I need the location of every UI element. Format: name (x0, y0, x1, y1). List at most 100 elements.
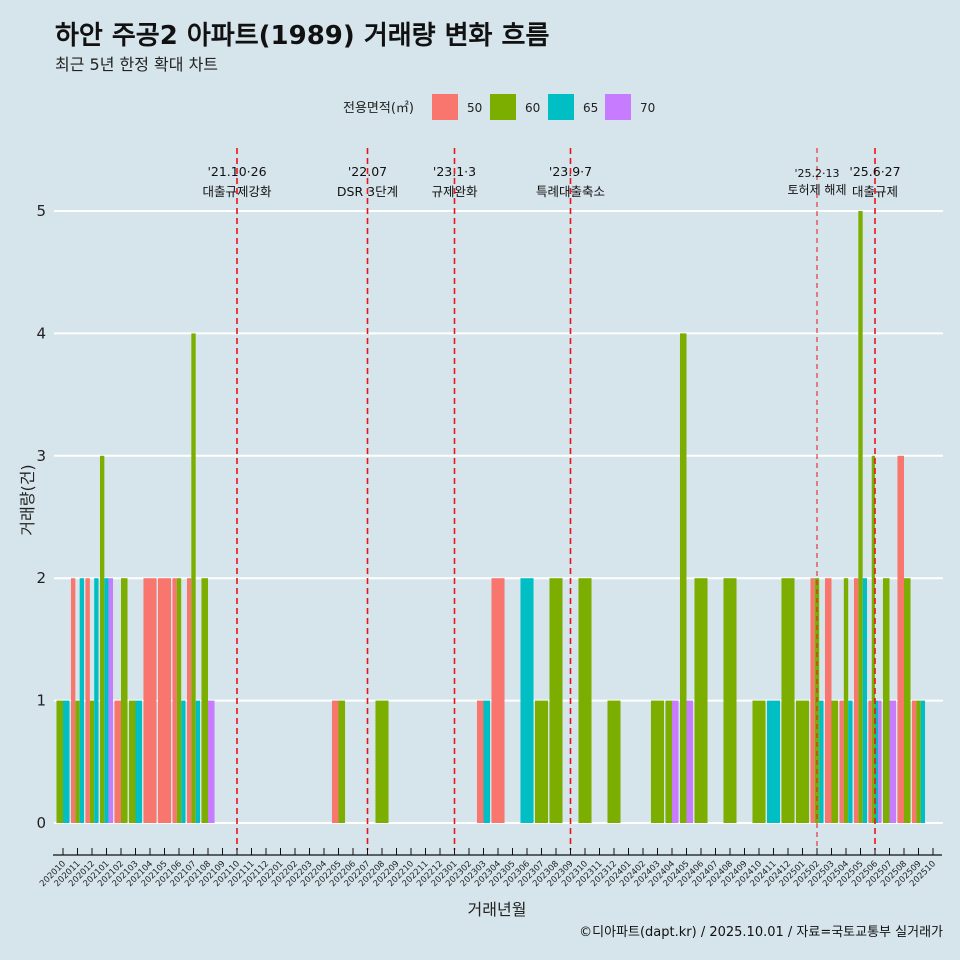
annotation-label: 대출규제 (852, 184, 898, 199)
legend-key-60 (490, 94, 516, 120)
y-tick-label: 4 (36, 324, 46, 342)
legend: 전용면적(㎡) 50 60 65 70 (343, 94, 655, 120)
annotation-label: 토허제 해제 (787, 183, 846, 197)
bar-202504-65 (848, 700, 853, 823)
bar-202303-50 (476, 700, 484, 823)
bar-202405-70 (686, 700, 694, 823)
bar-202205-60 (338, 700, 346, 823)
bar-202011-65 (79, 578, 85, 823)
legend-label-60: 60 (525, 101, 540, 115)
legend-key-70 (605, 94, 631, 120)
caption: ©디아파트(dapt.kr) / 2025.10.01 / 자료=국토교통부 실… (579, 925, 943, 940)
bar-202307-60 (534, 700, 549, 823)
bar-202503-50 (824, 578, 832, 823)
legend-key-65 (548, 94, 574, 120)
bar-202504-50 (839, 700, 844, 823)
bar-202506-60 (871, 455, 875, 823)
bars (56, 211, 926, 823)
bar-202105-50 (157, 578, 172, 823)
bar-202505-65 (862, 578, 868, 823)
annotation-date: '23.1·3 (433, 164, 476, 179)
chart-title: 하안 주공2 아파트(1989) 거래량 변화 흐름 (55, 21, 549, 51)
bar-202404-60 (665, 700, 672, 823)
y-tick-label: 1 (36, 692, 46, 710)
bar-202011-50 (70, 578, 76, 823)
bar-202306-65 (520, 578, 534, 823)
y-tick-label: 3 (36, 447, 46, 465)
bar-202502-65 (819, 700, 824, 823)
bar-202010-65 (63, 700, 70, 823)
bar-202304-50 (491, 578, 505, 823)
legend-label-65: 65 (583, 101, 598, 115)
bar-202011-60 (75, 700, 80, 823)
bar-202411-65 (766, 700, 781, 823)
bar-202106-65 (181, 700, 186, 823)
bar-202012-50 (85, 578, 90, 823)
bar-202107-65 (195, 700, 201, 823)
legend-label-50: 50 (467, 101, 482, 115)
bar-202101-70 (108, 578, 114, 823)
bar-202010-60 (56, 700, 63, 823)
bar-202405-60 (679, 333, 687, 823)
legend-key-50 (432, 94, 458, 120)
bar-202101-60 (99, 455, 105, 823)
bar-202012-60 (89, 700, 95, 823)
annotation-label: 특례대출축소 (536, 184, 605, 199)
annotation-date: '25.6·27 (849, 164, 900, 179)
bar-202310-60 (578, 578, 592, 823)
bar-202506-65 (875, 700, 879, 823)
bar-202408-60 (723, 578, 737, 823)
annotations: '21.10·26 대출규제강화 '22.07 DSR 3단계 '23.1·3 규제완화 '… (202, 148, 901, 850)
bar-202403-60 (650, 700, 665, 823)
bar-202308-60 (549, 578, 563, 823)
y-axis-title: 거래량(건) (18, 464, 37, 535)
annotation-label: DSR 3단계 (337, 184, 398, 199)
y-tick-label: 5 (36, 202, 46, 220)
bar-202303-65 (483, 700, 491, 823)
bar-202102-50 (114, 700, 121, 823)
bar-202506-70 (878, 700, 882, 823)
x-axis-title: 거래년월 (468, 900, 527, 919)
bar-202102-60 (121, 578, 128, 823)
legend-title: 전용면적(㎡) (343, 101, 414, 116)
bar-202505-50 (853, 578, 859, 823)
bar-202312-60 (607, 700, 621, 823)
bar-202012-65 (94, 578, 99, 823)
bar-202508-60 (904, 578, 911, 823)
bar-202506-50 (868, 700, 872, 823)
annotation-label: 대출규제강화 (202, 184, 272, 199)
annotation-label: 규제완화 (431, 184, 478, 199)
annotation-date: '25.2·13 (794, 167, 839, 180)
chart-subtitle: 최근 5년 한정 확대 차트 (55, 55, 218, 74)
bar-202208-60 (375, 700, 389, 823)
bar-202504-60 (843, 578, 849, 823)
bar-202509-65 (920, 700, 926, 823)
bar-202509-50 (911, 700, 917, 823)
bar-202103-65 (135, 700, 143, 823)
annotation-date: '21.10·26 (207, 164, 266, 179)
bar-202106-60 (176, 578, 182, 823)
y-tick-label: 0 (36, 814, 46, 832)
bar-202412-60 (781, 578, 795, 823)
bar-202503-60 (831, 700, 839, 823)
bar-202505-60 (858, 211, 863, 823)
legend-label-70: 70 (640, 101, 655, 115)
bar-202107-60 (191, 333, 196, 823)
bar-202410-60 (752, 700, 766, 823)
y-axis: 0 1 2 3 4 5 (36, 202, 46, 832)
bar-202508-50 (897, 455, 904, 823)
bar-202507-70 (889, 700, 897, 823)
bar-202104-50 (143, 578, 157, 823)
bar-202107-50 (186, 578, 192, 823)
bar-202101-65 (104, 578, 109, 823)
bar-202108-60 (201, 578, 208, 823)
bar-202108-70 (208, 700, 215, 823)
y-tick-label: 2 (36, 569, 46, 587)
bar-202507-60 (882, 578, 890, 823)
annotation-date: '22.07 (348, 164, 387, 179)
bar-202103-60 (128, 700, 136, 823)
bar-202406-60 (694, 578, 708, 823)
bar-202509-60 (916, 700, 921, 823)
bar-202205-50 (331, 700, 339, 823)
